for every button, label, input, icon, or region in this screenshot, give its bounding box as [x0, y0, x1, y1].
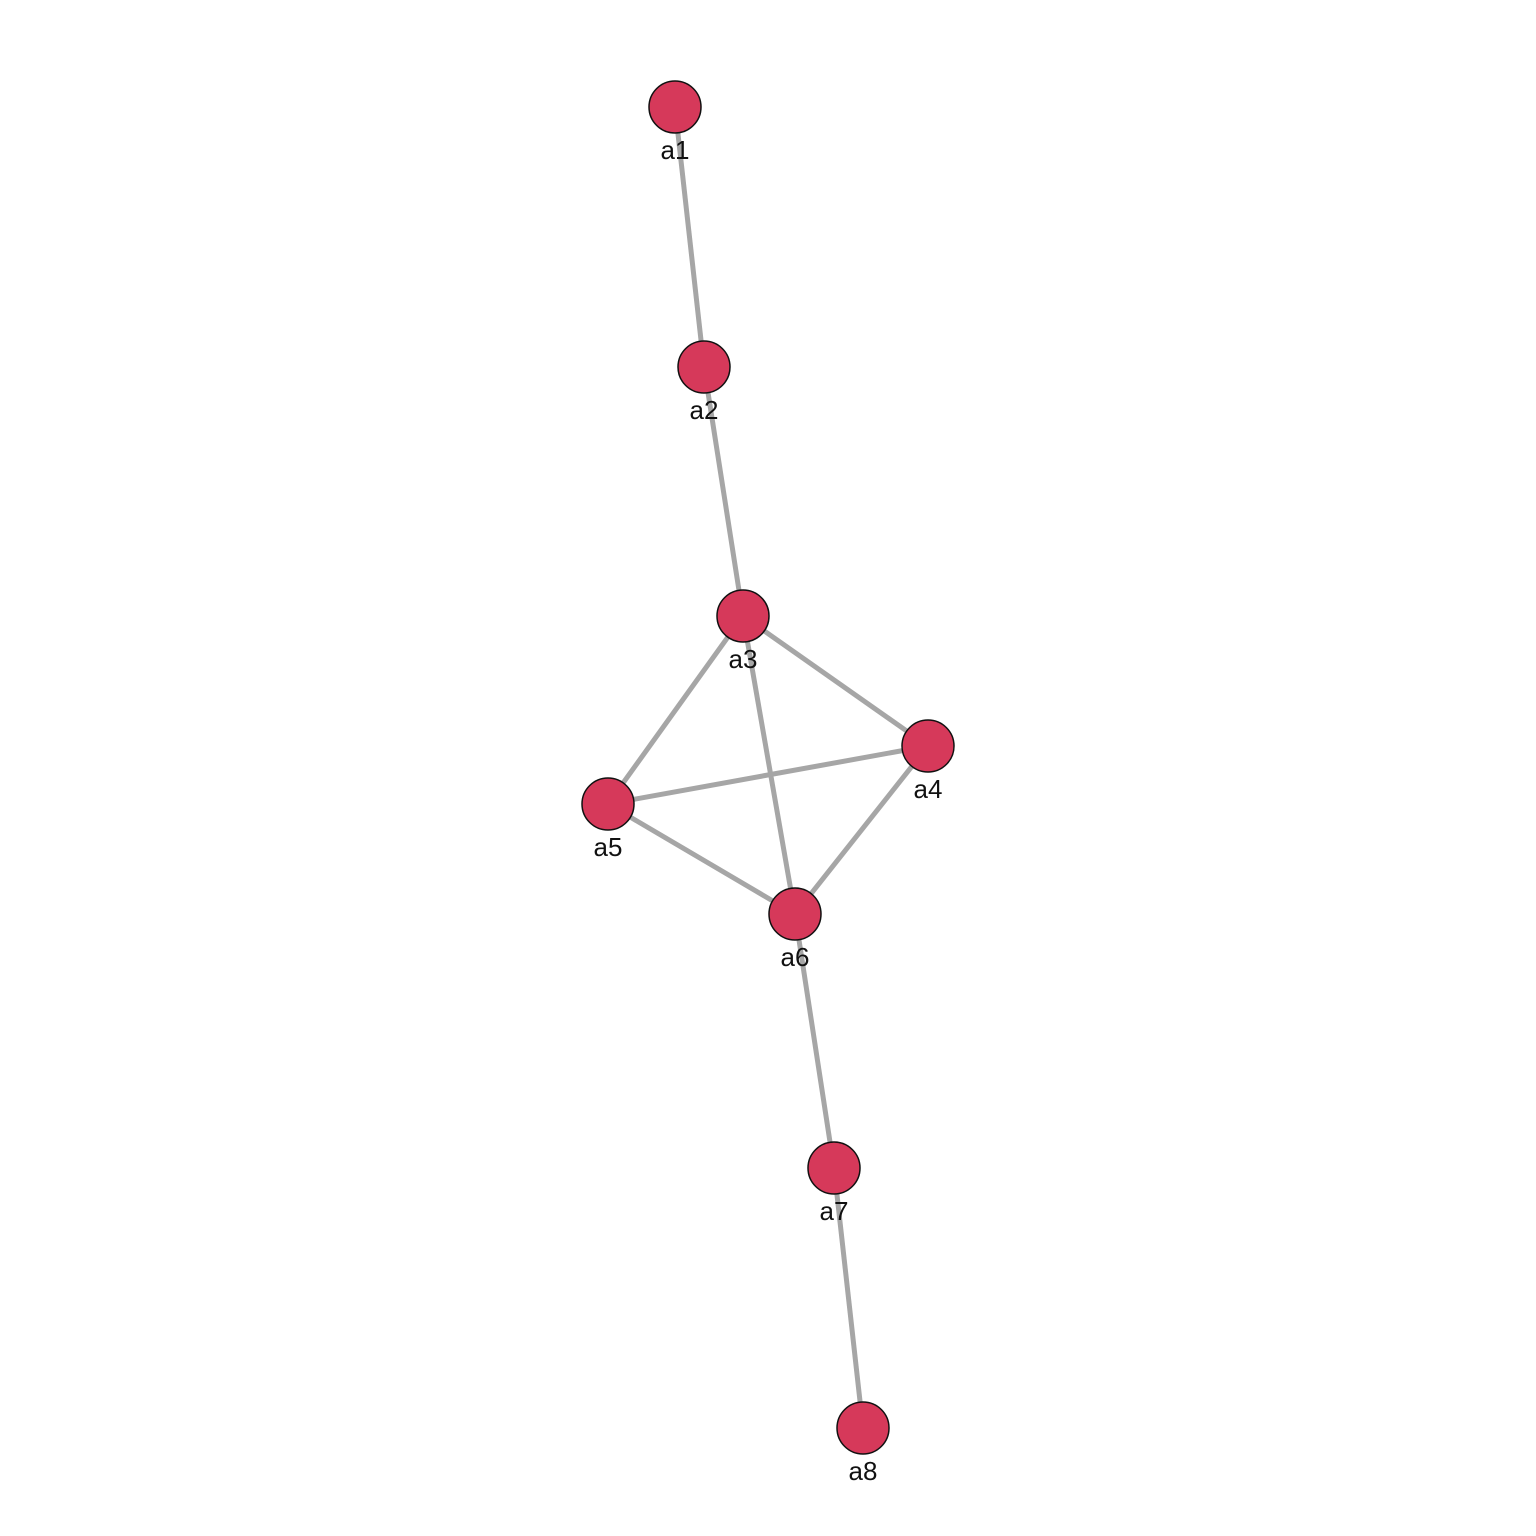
edge-a4-a5 — [607, 743, 929, 807]
node-a1: a1 — [648, 80, 702, 165]
edge-a5-a6 — [606, 801, 797, 917]
node-label-a6: a6 — [781, 942, 810, 972]
node-label-a2: a2 — [690, 395, 719, 425]
node-circle-a4 — [901, 719, 955, 773]
node-label-a3: a3 — [729, 644, 758, 674]
node-label-a7: a7 — [820, 1196, 849, 1226]
edge-a6-a7 — [792, 913, 837, 1169]
node-a6: a6 — [768, 887, 822, 972]
node-a8: a8 — [836, 1401, 890, 1486]
node-circle-a8 — [836, 1401, 890, 1455]
edge-a3-a5 — [605, 614, 746, 806]
node-a5: a5 — [581, 777, 635, 862]
node-circle-a3 — [716, 589, 770, 643]
edge-a7-a8 — [831, 1167, 866, 1429]
node-label-a8: a8 — [849, 1456, 878, 1486]
node-a3: a3 — [716, 589, 770, 674]
edge-a3-a4 — [741, 613, 930, 749]
node-circle-a2 — [677, 340, 731, 394]
node-circle-a5 — [581, 777, 635, 831]
edge-a1-a2 — [672, 106, 707, 368]
node-circle-a1 — [648, 80, 702, 134]
node-a4: a4 — [901, 719, 955, 804]
node-label-a4: a4 — [914, 774, 943, 804]
node-circle-a6 — [768, 887, 822, 941]
edge-a2-a3 — [701, 366, 746, 617]
node-a2: a2 — [677, 340, 731, 425]
edges-layer — [605, 106, 930, 1429]
node-circle-a7 — [807, 1141, 861, 1195]
node-label-a5: a5 — [594, 832, 623, 862]
edge-a4-a6 — [793, 744, 930, 916]
edge-a3-a6 — [740, 615, 798, 915]
node-a7: a7 — [807, 1141, 861, 1226]
nodes-layer: a1 a2 a3 a4 a5 a6 a7 a8 — [581, 80, 955, 1486]
node-label-a1: a1 — [661, 135, 690, 165]
